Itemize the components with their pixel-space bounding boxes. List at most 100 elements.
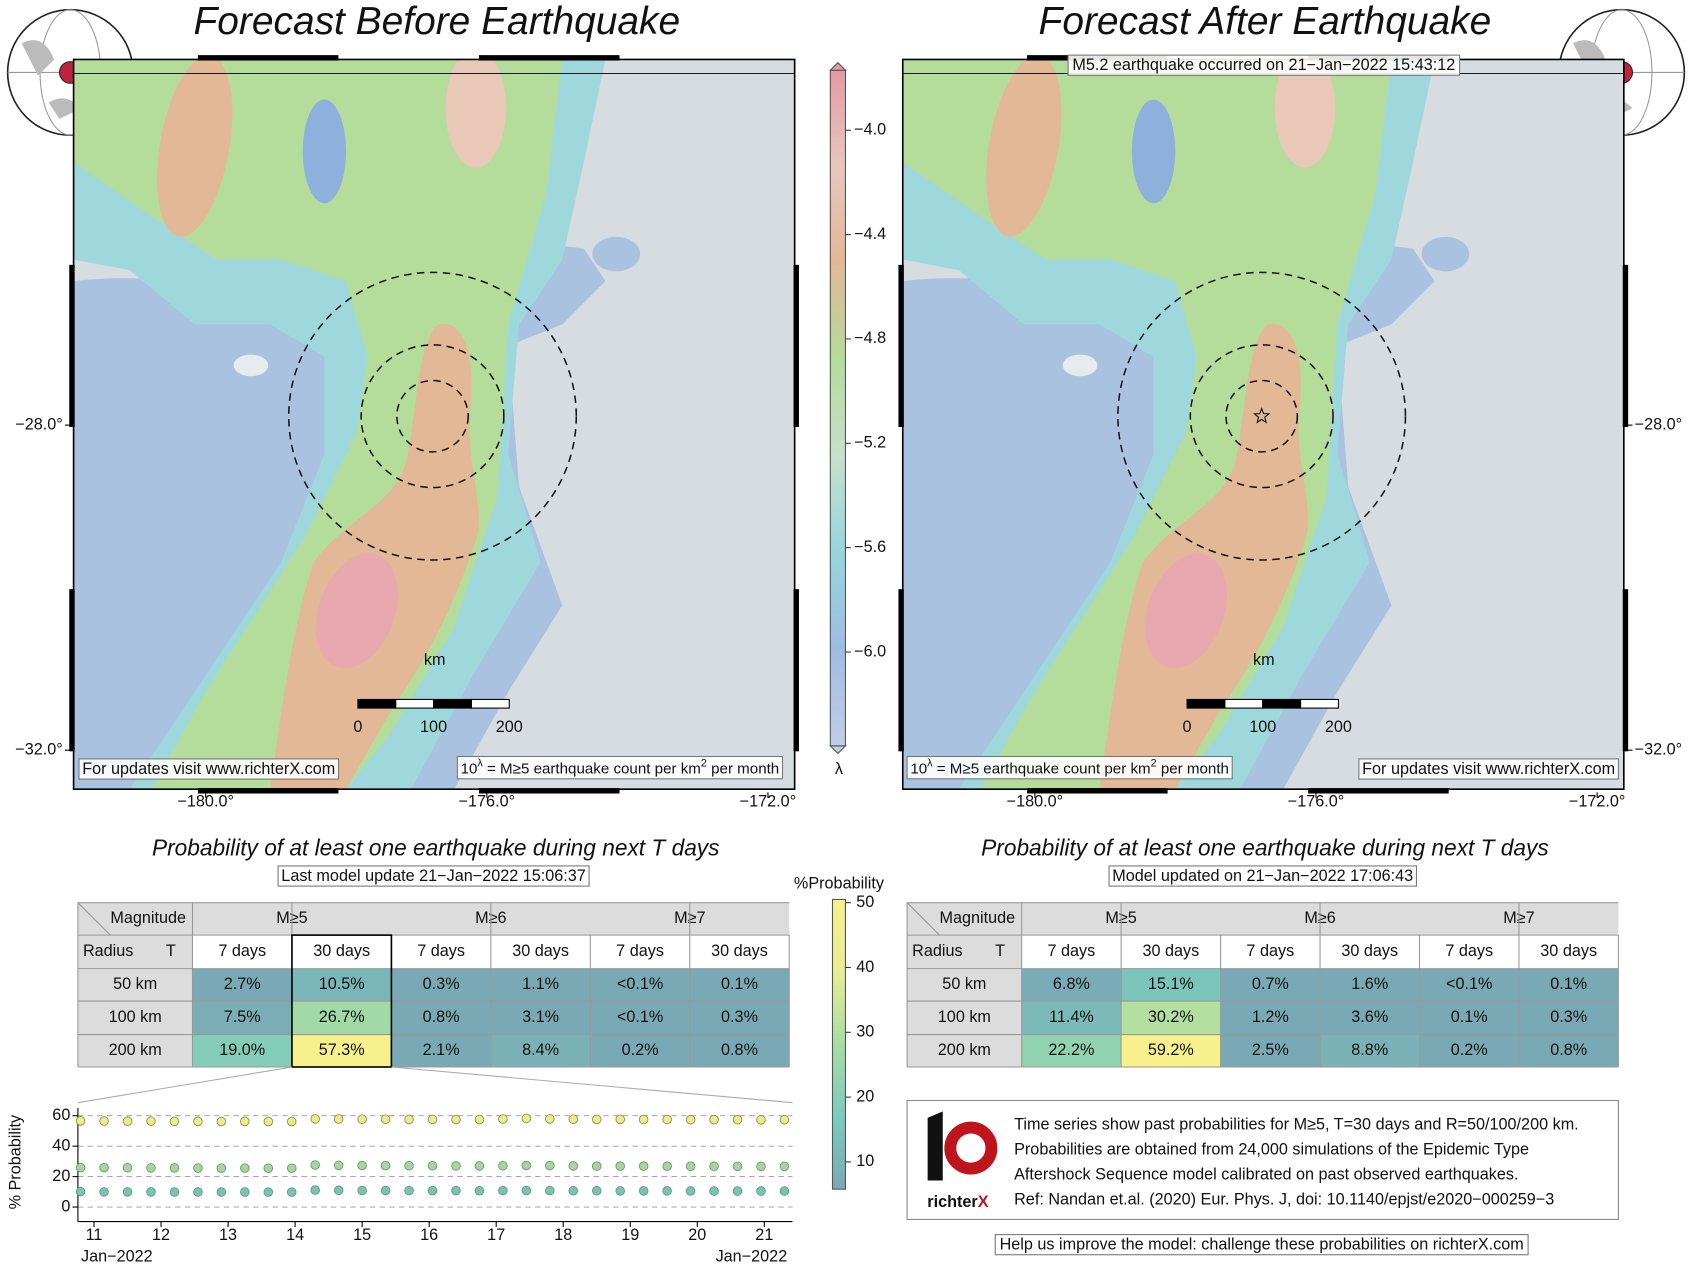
probability-value: 3.6% bbox=[1351, 1008, 1388, 1026]
logo-suffix: X bbox=[978, 1193, 989, 1211]
corner-label: T bbox=[995, 942, 1005, 960]
probability-point bbox=[732, 1161, 743, 1172]
footer-link: For updates visit www.richterX.com bbox=[82, 760, 335, 778]
rate-note: 10λ = M≥5 earthquake count per km2 per m… bbox=[910, 758, 1229, 778]
probability-cell bbox=[689, 1001, 790, 1035]
probability-cell bbox=[192, 968, 292, 1002]
probability-cell bbox=[391, 1034, 491, 1068]
probability-value: 0.7% bbox=[1252, 975, 1289, 993]
info-line: Time series show past probabilities for … bbox=[1014, 1116, 1579, 1134]
label-box bbox=[456, 755, 784, 780]
radius-label: 50 km bbox=[942, 975, 986, 993]
period-header: 30 days bbox=[313, 942, 370, 960]
colorbar-tick-label: 50 bbox=[856, 893, 874, 911]
probability-point bbox=[380, 1114, 391, 1124]
probability-value: 8.8% bbox=[1351, 1041, 1388, 1059]
probability-point bbox=[122, 1116, 133, 1126]
info-line: Ref: Nandan et.al. (2020) Eur. Phys. J, … bbox=[1014, 1190, 1554, 1208]
probability-point bbox=[122, 1187, 133, 1197]
probability-point bbox=[709, 1114, 719, 1125]
probability-point bbox=[779, 1115, 790, 1125]
scale-segment bbox=[1300, 698, 1339, 709]
probability-point bbox=[732, 1186, 743, 1196]
probability-point bbox=[404, 1161, 414, 1171]
probability-value: 0.8% bbox=[423, 1008, 460, 1026]
colorbar-tick-label: −5.6 bbox=[854, 538, 886, 556]
probability-value: 57.3% bbox=[319, 1041, 365, 1059]
corner-label: Magnitude bbox=[110, 909, 186, 927]
probability-cell bbox=[1419, 1034, 1519, 1068]
x-tick-label: −176.0° bbox=[459, 792, 516, 810]
probability-cell bbox=[1021, 968, 1122, 1002]
probability-point bbox=[146, 1116, 156, 1126]
scale-segment bbox=[1262, 698, 1302, 709]
probability-point bbox=[240, 1116, 250, 1127]
probability-point bbox=[146, 1187, 156, 1197]
probability-cell bbox=[291, 1034, 392, 1068]
x-date-label: Jan−2022 bbox=[81, 1248, 153, 1266]
radius-label: 200 km bbox=[938, 1041, 991, 1059]
period-header: 30 days bbox=[1142, 942, 1199, 960]
table-title: Probability of at least one earthquake d… bbox=[152, 835, 720, 861]
probability-point bbox=[779, 1186, 790, 1196]
probability-point bbox=[451, 1114, 461, 1125]
probability-point bbox=[310, 1160, 320, 1170]
x-tick-label: 17 bbox=[487, 1226, 505, 1244]
probability-point bbox=[451, 1185, 461, 1196]
probability-value: 11.4% bbox=[1049, 1008, 1094, 1026]
probability-value: 19.0% bbox=[219, 1041, 265, 1059]
x-tick-label: 16 bbox=[420, 1226, 438, 1244]
probability-point bbox=[591, 1161, 602, 1171]
probability-point bbox=[193, 1163, 203, 1173]
probability-point bbox=[591, 1186, 602, 1196]
rate-note-part: 2 bbox=[701, 758, 707, 770]
period-header: 7 days bbox=[1445, 942, 1493, 960]
radius-label: 200 km bbox=[109, 1041, 162, 1059]
probability-cell bbox=[1121, 968, 1221, 1002]
probability-point bbox=[169, 1116, 180, 1127]
frame-segment bbox=[197, 55, 339, 61]
probability-point bbox=[756, 1186, 766, 1196]
colorbar-tick-label: 10 bbox=[856, 1152, 874, 1170]
probability-cell bbox=[590, 1001, 690, 1035]
probability-cell bbox=[1320, 1034, 1420, 1068]
rate-note-part: λ bbox=[927, 758, 933, 770]
probability-value: 2.1% bbox=[423, 1041, 460, 1059]
probability-value: <0.1% bbox=[1446, 975, 1492, 993]
probability-point bbox=[122, 1163, 133, 1173]
scale-segment bbox=[470, 698, 510, 709]
radius-circle bbox=[1225, 379, 1299, 453]
probability-point bbox=[427, 1185, 438, 1196]
probability-point bbox=[404, 1185, 414, 1196]
frame-segment bbox=[69, 264, 75, 428]
scale-unit: km bbox=[424, 651, 446, 669]
probability-cell bbox=[490, 1001, 591, 1035]
probability-point bbox=[732, 1114, 743, 1125]
colorbar-label: %Probability bbox=[794, 875, 885, 893]
probability-point bbox=[193, 1116, 203, 1127]
probability-point bbox=[685, 1161, 696, 1172]
rate-note: 10λ = M≥5 earthquake count per km2 per m… bbox=[461, 758, 780, 778]
probability-point bbox=[333, 1114, 344, 1124]
probability-point bbox=[568, 1186, 579, 1196]
probability-value: 0.8% bbox=[1550, 1041, 1587, 1059]
zoom-line bbox=[77, 1066, 293, 1104]
x-tick-label: 20 bbox=[688, 1226, 706, 1244]
label-box bbox=[1067, 54, 1461, 76]
probability-value: 0.2% bbox=[1451, 1041, 1488, 1059]
y-tick-label: 20 bbox=[52, 1167, 70, 1185]
probability-point bbox=[591, 1114, 602, 1125]
probability-point bbox=[474, 1186, 485, 1196]
probability-point bbox=[638, 1114, 649, 1125]
probability-point bbox=[333, 1185, 344, 1196]
rate-note-part: 2 bbox=[1151, 758, 1157, 770]
probability-point bbox=[521, 1113, 532, 1124]
probability-point bbox=[146, 1163, 156, 1173]
radius-circle bbox=[1189, 344, 1334, 489]
probability-value: 22.2% bbox=[1048, 1041, 1094, 1059]
logo-zero bbox=[944, 1121, 998, 1175]
probability-point bbox=[310, 1185, 320, 1195]
probability-cell bbox=[590, 1034, 690, 1068]
y-tick-label: −32.0° bbox=[1635, 740, 1682, 758]
